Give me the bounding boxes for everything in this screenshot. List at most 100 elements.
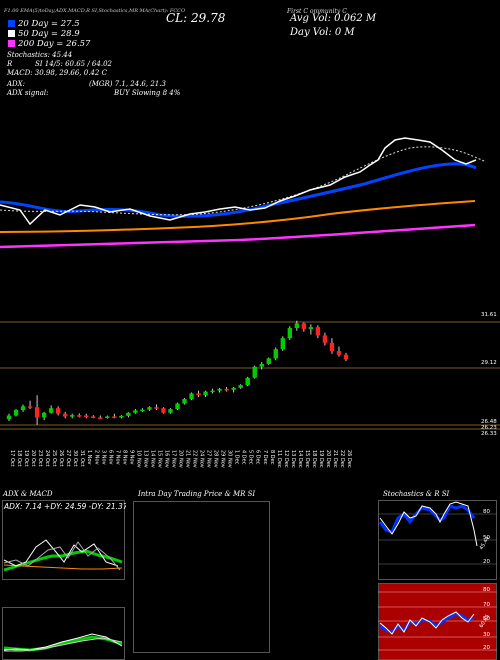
x-tick-label: 13 Dec: [290, 450, 296, 468]
adx-values-text: ADX: 7.14 +DY: 24.59 -DY: 21.37: [3, 502, 126, 511]
candle-body: [294, 323, 300, 329]
x-tick-label: 15 Nov: [156, 450, 162, 468]
adx-macd-panel: ADX: 7.14 +DY: 24.59 -DY: 21.37: [2, 500, 126, 660]
adx-minus-di-line: [3, 541, 121, 571]
rsi-white-line: [379, 611, 475, 635]
x-tick-label: 1 Nov: [86, 450, 92, 465]
x-tick-label: 24 Oct: [44, 450, 50, 467]
intraday-chart-area: [133, 501, 270, 653]
x-tick-label: 12 Dec: [283, 450, 289, 468]
candle-body: [119, 415, 124, 418]
x-tick-label: 3 Nov: [100, 450, 106, 465]
candle-body: [98, 417, 103, 419]
level-label-mid: 29.12: [481, 360, 497, 366]
candle-body: [203, 391, 208, 396]
x-tick-label: 13 Nov: [142, 450, 148, 468]
rsi-tick-30: 30: [483, 632, 490, 638]
candle-body: [55, 408, 61, 414]
candle-body: [273, 349, 278, 359]
close-price-label: CL: 29.78: [166, 11, 226, 25]
stoch-white-line: [379, 501, 478, 547]
candle-body: [41, 412, 47, 418]
price-chart: 31.61 29.12 26.48 26.23 26.33 17 Oct 18 O…: [0, 137, 500, 468]
x-tick-label: 2 Nov: [93, 450, 99, 465]
ma20-line: [0, 162, 477, 218]
x-tick-label: 7 Nov: [114, 450, 120, 465]
rsi-tick-70: 70: [483, 602, 490, 608]
x-tick-label: 27 Oct: [65, 450, 71, 467]
chart-header-meta: F1.00 EMA(5)toDay,ADX,MACD,R SI,Stochast…: [4, 8, 186, 14]
rsi-tick-20: 20: [483, 645, 490, 651]
ma50-legend: 50 Day = 28.9: [8, 29, 80, 39]
ma200-legend-label: 200 Day = 26.57: [18, 39, 91, 49]
x-tick-label: 20 Oct: [30, 450, 36, 467]
ma50-line: [0, 146, 487, 216]
candle-body: [34, 407, 40, 418]
candle-body: [112, 416, 117, 418]
candle-body: [27, 406, 33, 408]
candle-body: [231, 387, 236, 390]
adx-macd-panel-title: ADX & MACD: [3, 490, 53, 498]
candle-body: [308, 327, 314, 329]
candle-body: [336, 351, 342, 355]
level-label-low2: 26.23: [481, 425, 497, 431]
candle-body: [266, 358, 271, 364]
x-tick-label: 21 Nov: [185, 450, 191, 468]
x-tick-label: 5 Dec: [248, 450, 254, 465]
candle-body: [175, 403, 180, 410]
x-tick-label: 9 Nov: [128, 450, 134, 465]
avg-volume-label: Avg Vol: 0.062 M: [290, 13, 377, 24]
macd-panel-frame: [2, 607, 125, 660]
candle-body: [252, 366, 257, 378]
candle-body: [217, 388, 222, 391]
ma200-legend: 200 Day = 26.57: [8, 39, 90, 49]
candle-body: [182, 398, 187, 404]
candle-body: [13, 410, 19, 416]
x-tick-label: 17 Nov: [170, 450, 176, 468]
x-tick-label: 6 Dec: [255, 450, 261, 465]
x-tick-label: 27 Nov: [206, 450, 212, 468]
company-name: First C ommunity C: [287, 8, 347, 15]
x-tick-label: 4 Dec: [241, 450, 247, 465]
candle-body: [287, 328, 293, 339]
candle-body: [91, 416, 96, 418]
x-tick-label: 25 Oct: [51, 450, 57, 467]
stoch-tick-20: 20: [483, 559, 490, 565]
candle-body: [301, 323, 307, 329]
ma-orange-line: [0, 200, 476, 233]
stochastics-readout: Stochastics: 45.44: [7, 51, 73, 59]
rsi-value: SI 14/5: 60.65 / 64.02: [35, 60, 112, 68]
x-tick-label: 22 Nov: [192, 450, 198, 468]
candle-body: [210, 390, 215, 393]
adx-label: ADX:: [7, 80, 26, 88]
x-tick-label: 11 Dec: [276, 450, 282, 468]
x-tick-label: 31 Oct: [79, 450, 85, 467]
level-label-low3: 26.33: [481, 431, 497, 437]
adx-signal-value: BUY Slowing 8 4%: [114, 89, 181, 97]
candle-body: [154, 407, 159, 409]
adx-orange-line: [3, 564, 123, 570]
x-tick-label: 7 Dec: [262, 450, 268, 465]
x-tick-label: 8 Nov: [121, 450, 127, 465]
x-tick-label: 19 Oct: [23, 450, 29, 467]
candle-body: [259, 363, 264, 367]
intraday-panel-title: Intra Day Trading Price & MR SI: [138, 490, 256, 498]
x-tick-label: 14 Nov: [149, 450, 155, 468]
x-tick-label: 18 Oct: [16, 450, 22, 467]
rsi-panel-frame: [378, 583, 497, 660]
x-tick-label: 6 Nov: [107, 450, 113, 465]
x-tick-label: 20 Nov: [178, 450, 184, 468]
candle-body: [343, 354, 349, 360]
candle-body: [6, 415, 12, 420]
ma200-line: [0, 223, 476, 249]
candle-body: [224, 388, 229, 391]
x-tick-label: 1 Dec: [234, 450, 240, 465]
x-tick-label: 16 Nov: [163, 450, 169, 468]
x-tick-label: 17 Oct: [9, 450, 15, 467]
stoch-blue-line: [378, 504, 476, 534]
candle-body: [126, 412, 131, 416]
x-tick-label: 8 Dec: [269, 450, 275, 465]
day-volume-label: Day Vol: 0 M: [290, 27, 355, 38]
x-tick-label: 30 Oct: [72, 450, 78, 467]
x-tick-label: 29 Nov: [220, 450, 226, 468]
